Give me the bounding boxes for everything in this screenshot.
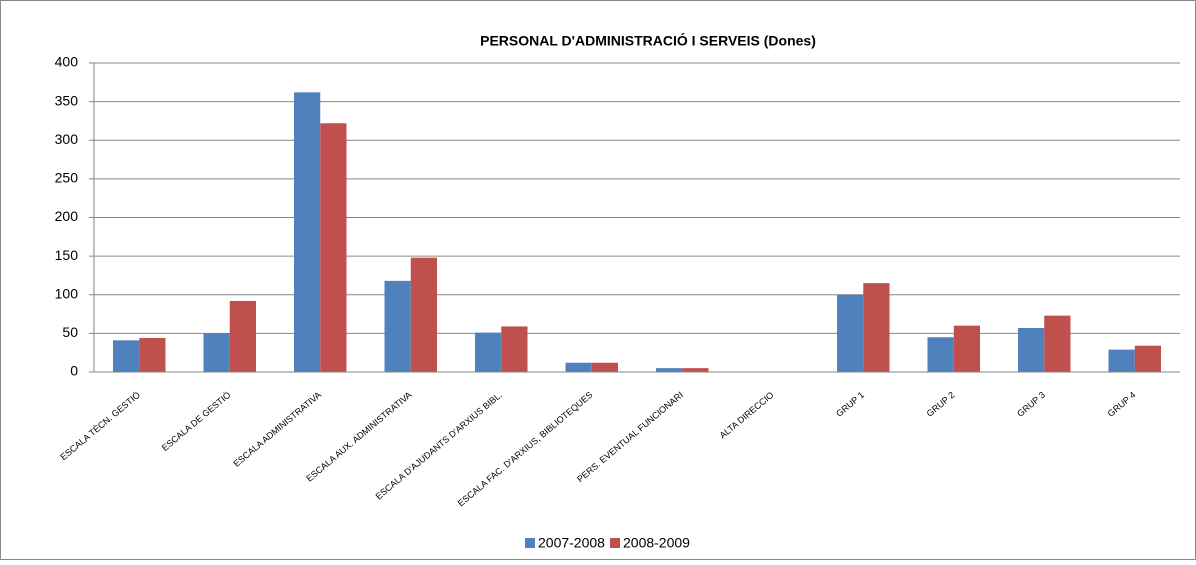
y-tick-label: 250	[55, 170, 79, 186]
chart-title: PERSONAL D'ADMINISTRACIÓ I SERVEIS (Done…	[480, 32, 816, 49]
bar	[927, 337, 954, 372]
bar	[1018, 327, 1045, 372]
y-tick-label: 350	[55, 92, 79, 108]
bar	[384, 280, 411, 372]
y-tick-label: 100	[55, 285, 79, 301]
y-tick-label: 400	[55, 54, 79, 70]
bar	[1108, 349, 1135, 372]
legend-swatch	[525, 538, 535, 548]
bar	[1044, 315, 1071, 372]
y-tick-label: 150	[55, 247, 79, 263]
legend-label: 2008-2009	[623, 535, 690, 551]
y-tick-label: 0	[70, 363, 78, 379]
bar	[591, 362, 618, 372]
bar	[837, 294, 864, 372]
bar	[682, 368, 709, 372]
bar	[1134, 345, 1161, 372]
bar	[139, 338, 166, 372]
y-tick-label: 50	[62, 324, 78, 340]
bar	[863, 283, 890, 372]
bar	[203, 333, 230, 372]
y-tick-label: 300	[55, 131, 79, 147]
bar	[320, 123, 347, 372]
y-tick-label: 200	[55, 208, 79, 224]
bar	[113, 340, 140, 372]
bar	[501, 326, 528, 372]
legend-label: 2007-2008	[538, 535, 605, 551]
bar	[294, 92, 321, 372]
bar	[953, 325, 980, 372]
legend-swatch	[610, 538, 620, 548]
bar	[656, 368, 683, 372]
bar	[565, 362, 592, 372]
bar	[475, 332, 502, 372]
bar	[410, 257, 437, 372]
bar	[229, 300, 256, 372]
